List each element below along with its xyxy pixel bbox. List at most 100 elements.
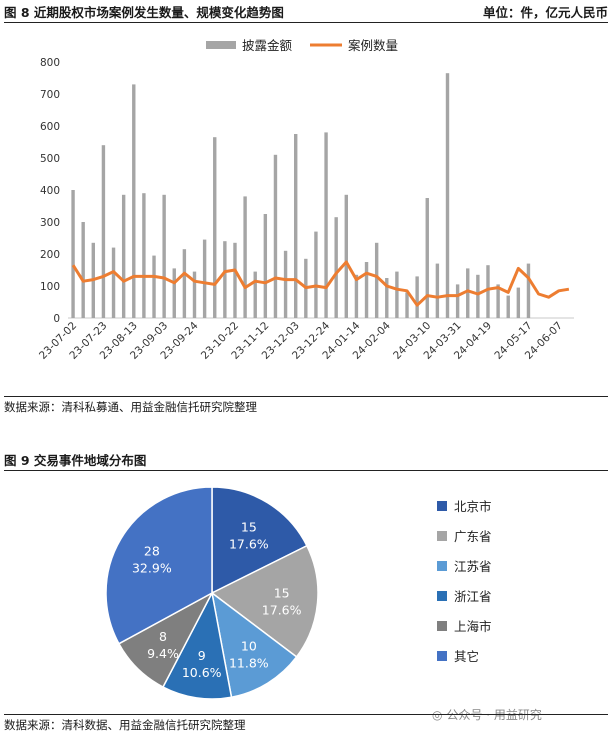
legend-swatch	[437, 501, 447, 511]
count-series-line	[71, 260, 570, 307]
pie-percent-label: 17.6%	[229, 537, 269, 552]
amount-bar	[385, 278, 389, 318]
y-tick-label: 500	[40, 153, 60, 165]
watermark-text: 公众号 · 用益研究	[446, 708, 542, 722]
figure9-source: 数据来源：清科数据、用益金融信托研究院整理	[4, 714, 608, 735]
figure9-header: 图 9 交易事件地域分布图	[4, 448, 608, 471]
pie-value-label: 10	[241, 638, 257, 653]
legend-swatch	[437, 591, 447, 601]
pie-slice	[161, 590, 233, 700]
y-tick-label: 300	[40, 217, 60, 229]
pie-labels: 15 17.6% 15 17.6% 10 11.8% 9 10.6% 8 9.4% 28 32.9%	[132, 520, 302, 681]
y-tick-label: 0	[53, 313, 60, 325]
legend-label: 上海市	[454, 619, 492, 634]
amount-bar	[243, 196, 247, 318]
trend-chart: 披露金额 案例数量 0 100 200 300 400 500 600 700 800 23-07…	[37, 38, 574, 362]
legend-label: 江苏省	[454, 559, 492, 574]
amount-bar	[526, 263, 531, 318]
amount-bar	[334, 217, 338, 318]
amount-bar	[132, 84, 136, 319]
amount-bar	[354, 274, 359, 318]
pie-slice	[210, 591, 298, 699]
amount-bar	[364, 262, 369, 318]
amount-bar	[425, 198, 429, 318]
y-tick-label: 400	[40, 185, 60, 197]
pie-value-label: 15	[274, 585, 290, 600]
amount-bar	[182, 249, 187, 318]
region-pie-chart: 1517.6%1517.6%1011.8%910.6%89.4%2832.9% …	[105, 486, 492, 700]
pie-percent-label: 17.6%	[262, 602, 302, 617]
legend-swatch-amount	[206, 41, 236, 49]
pie-slice	[105, 486, 213, 645]
figure8-header: 图 8 近期股权市场案例发生数量、规模变化趋势图 单位：件，亿元人民币	[4, 0, 608, 23]
y-tick-label: 600	[40, 121, 60, 133]
amount-bars	[71, 73, 531, 319]
amount-bar	[486, 265, 490, 318]
legend-label: 北京市	[454, 499, 492, 514]
amount-bar	[405, 292, 409, 318]
figure9-title: 图 9 交易事件地域分布图	[4, 452, 147, 468]
amount-bar	[121, 194, 126, 318]
amount-bar	[71, 190, 75, 318]
amount-bar	[395, 271, 399, 318]
amount-bar	[283, 250, 288, 318]
amount-bar	[223, 241, 227, 318]
pie-value-label: 8	[159, 629, 167, 644]
x-axis: 23-07-0223-07-2323-08-1323-09-0323-09-24…	[37, 319, 565, 361]
amount-bar	[81, 222, 85, 318]
figure8-source: 数据来源：清科私募通、用益金融信托研究院整理	[4, 396, 608, 417]
amount-bar	[314, 231, 318, 318]
pie-percent-label: 10.6%	[182, 665, 222, 680]
amount-bar	[476, 274, 480, 318]
pie-slices	[105, 486, 319, 700]
legend-label-amount: 披露金额	[242, 38, 293, 53]
count-line	[71, 260, 570, 307]
amount-bar	[506, 295, 510, 318]
amount-bar	[213, 137, 217, 318]
amount-bar	[455, 284, 460, 318]
amount-bar	[111, 247, 116, 318]
figure8-title: 图 8 近期股权市场案例发生数量、规模变化趋势图	[4, 4, 284, 20]
pie-percent-label: 11.8%	[229, 655, 269, 670]
amount-bar	[273, 154, 278, 318]
amount-bar	[101, 145, 106, 318]
pie-percent-label: 9.4%	[147, 646, 179, 661]
amount-bar	[202, 239, 207, 318]
pie-value-label: 28	[144, 543, 160, 558]
amount-bar	[152, 255, 156, 318]
amount-bar	[253, 271, 257, 318]
amount-bar	[192, 271, 197, 318]
y-tick-label: 700	[40, 89, 60, 101]
amount-bar	[435, 263, 440, 318]
amount-bar	[263, 214, 268, 318]
amount-bar	[516, 287, 521, 318]
amount-bar	[142, 193, 146, 318]
amount-bar	[344, 194, 348, 318]
legend-label: 其它	[454, 649, 479, 664]
figure8-unit: 单位：件，亿元人民币	[482, 4, 608, 20]
legend-swatch	[437, 531, 447, 541]
amount-bar	[374, 242, 379, 318]
y-tick-label: 800	[40, 57, 60, 69]
pie-percent-label: 32.9%	[132, 560, 172, 575]
amount-bar	[496, 284, 500, 318]
legend-label-count: 案例数量	[348, 38, 398, 53]
y-tick-label: 100	[40, 281, 60, 293]
amount-bar	[466, 268, 470, 318]
y-tick-label: 200	[40, 249, 60, 261]
pie-slice	[210, 544, 319, 658]
amount-bar	[445, 73, 450, 318]
amount-bar	[233, 242, 237, 318]
legend-label: 浙江省	[454, 589, 492, 604]
amount-bar	[172, 268, 176, 318]
legend-label: 广东省	[454, 529, 492, 544]
amount-bar	[162, 194, 166, 318]
amount-bar	[294, 134, 298, 318]
legend-swatch	[437, 561, 447, 571]
pie-value-label: 9	[198, 648, 206, 663]
pie-slice	[211, 486, 308, 595]
amount-bar	[415, 276, 419, 318]
legend-swatch	[437, 651, 447, 661]
legend-swatch	[437, 621, 447, 631]
